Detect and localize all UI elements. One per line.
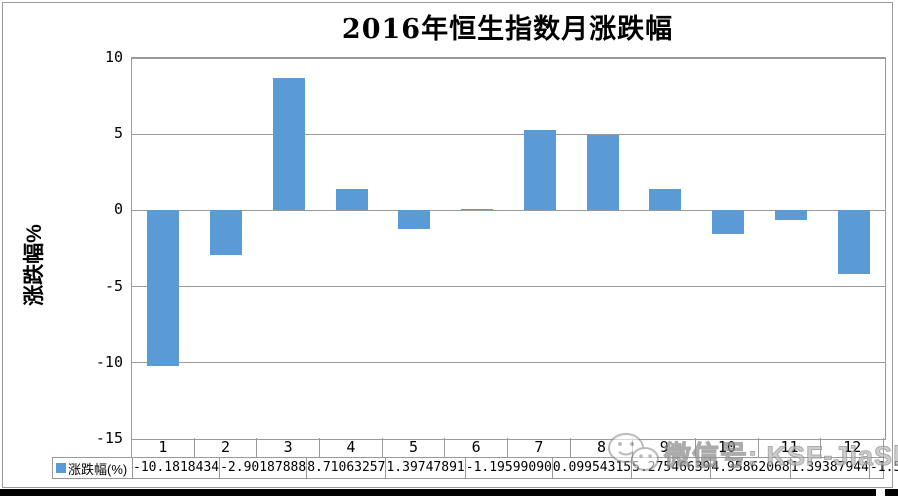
value-cell: 1.39747891 [385, 458, 465, 478]
value-text: 4.95862068 [711, 460, 790, 475]
bar-month-2 [210, 210, 243, 255]
gridline [132, 286, 885, 288]
x-axis-category-row: 1 2 3 4 5 6 7 8 9 10 11 12 [131, 438, 884, 458]
x-category-cell: 1 [158, 438, 168, 456]
x-category-cell: 4 [319, 438, 382, 457]
bar-month-8 [586, 134, 619, 211]
value-cell: -1.19599090 [464, 458, 552, 478]
value-cell: 5.27546639 [631, 458, 710, 478]
x-category-cell: 7 [507, 438, 570, 457]
gridline [132, 209, 885, 211]
bar-month-9 [649, 189, 682, 211]
x-category-cell: 8 [569, 438, 633, 457]
value-text: -10.1818434 [133, 460, 220, 475]
bar-month-5 [398, 210, 431, 229]
y-tick-label: -15 [95, 429, 123, 447]
value-cell: 4.95862068 [710, 458, 790, 478]
value-text: -2.90187888 [220, 460, 307, 475]
gridline [132, 57, 885, 59]
value-cell: -2.90187888 [219, 458, 306, 478]
value-text: 1.39387944 [790, 460, 869, 475]
value-cell: 1.39387944 [789, 458, 869, 478]
x-category-cell: 12 [820, 438, 883, 457]
x-category-cell: 9 [632, 438, 695, 457]
y-tick-label: 0 [113, 200, 123, 219]
value-cell: 8.71063257 [306, 458, 385, 478]
value-text: 8.71063257 [307, 460, 386, 475]
y-tick-label: -10 [95, 352, 123, 371]
chart-title: 2016年恒生指数月涨跌幅 [341, 14, 674, 45]
bar-month-7 [523, 130, 556, 211]
value-text: 0.09954315 [552, 460, 632, 475]
x-category-cell: 11 [757, 438, 821, 457]
value-cell: 0.09954315 [551, 458, 632, 478]
y-tick-label: 10 [104, 48, 123, 66]
bar-month-6 [461, 208, 494, 211]
bottom-bar-notch [876, 489, 885, 496]
value-cell: -10.1818434 [132, 458, 219, 478]
x-category-cell: 5 [381, 438, 445, 457]
value-text: -1.55645640 [869, 460, 898, 475]
y-tick-label: 5 [113, 124, 123, 143]
bar-month-11 [774, 210, 807, 220]
bar-month-3 [272, 77, 305, 211]
gridline [132, 133, 885, 135]
gridline [132, 362, 885, 364]
x-category-cell: 10 [695, 438, 758, 457]
y-tick-label: -5 [104, 276, 123, 295]
bar-month-10 [712, 210, 745, 235]
value-text: 1.39747891 [386, 460, 465, 475]
legend-label: 涨跌幅(%) [68, 461, 128, 477]
bar-month-4 [335, 189, 368, 211]
legend-cell: 涨跌幅(%) [53, 458, 132, 478]
bar-month-12 [837, 210, 870, 275]
bar-month-1 [147, 210, 180, 366]
chart-outer-border [2, 2, 893, 488]
plot-area [131, 57, 886, 440]
value-cell: -1.55645640 [868, 458, 898, 478]
gridline [132, 438, 885, 440]
data-table-row: 涨跌幅(%) -10.1818434 -2.90187888 8.71063257 1… [52, 457, 898, 479]
x-category-cell: 3 [256, 438, 319, 457]
legend-swatch [56, 463, 66, 473]
bottom-black-bar [0, 489, 898, 496]
value-text: 5.27546639 [632, 460, 711, 475]
value-text: -1.19599090 [465, 460, 552, 475]
y-axis-title: 涨跌幅% [23, 224, 46, 306]
x-category-cell: 2 [193, 438, 257, 457]
x-category-cell: 6 [444, 438, 507, 457]
